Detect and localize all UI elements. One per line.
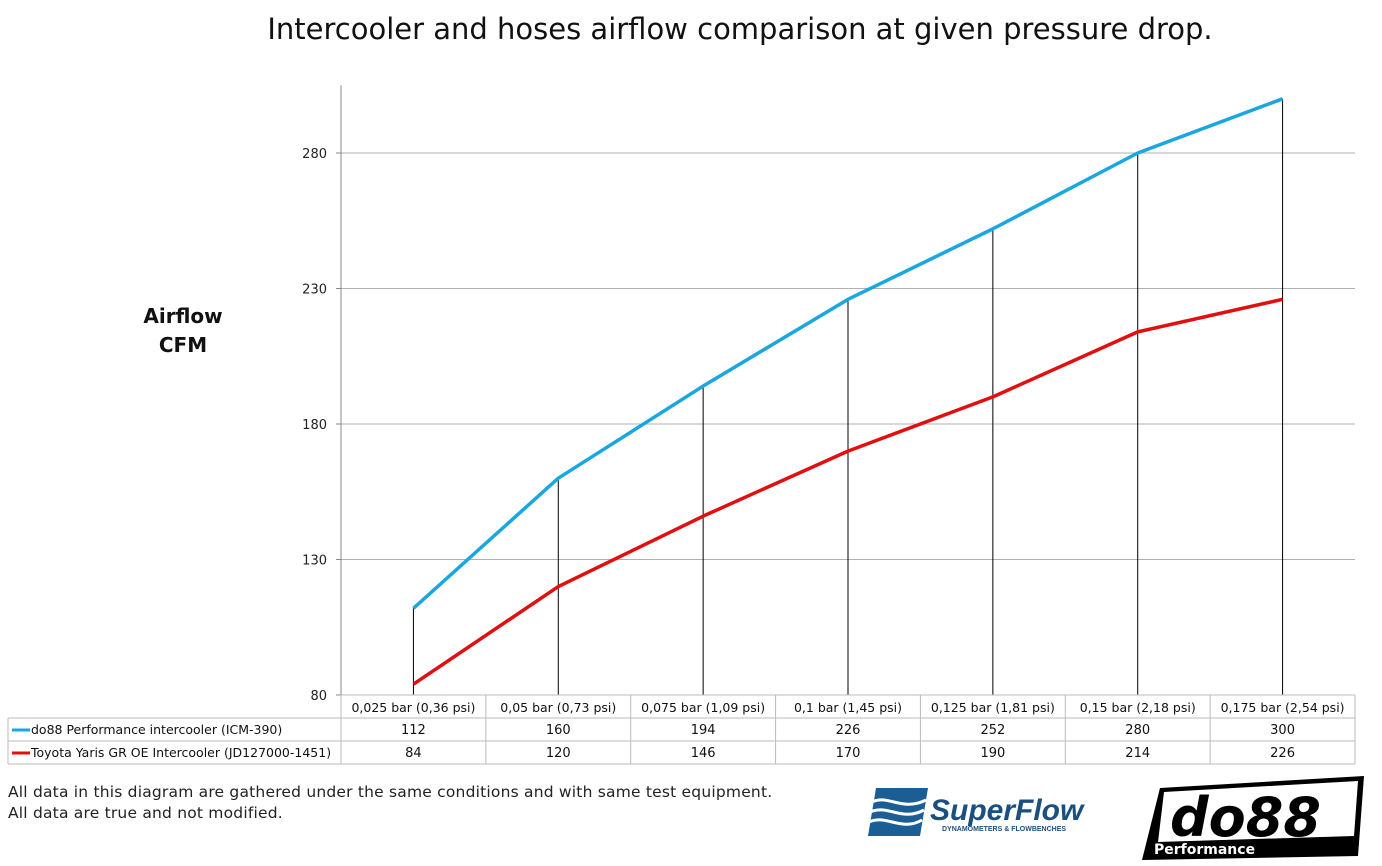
svg-text:Performance: Performance: [1154, 842, 1255, 858]
y-tick-label: 280: [302, 147, 327, 162]
data-label: 146: [691, 746, 716, 761]
y-tick-label: 180: [302, 418, 327, 433]
x-category-label: 0,175 bar (2,54 psi): [1221, 700, 1345, 715]
y-axis-label-line1: Airflow: [143, 304, 223, 328]
y-tick-label: 80: [310, 689, 327, 704]
data-label: 190: [980, 746, 1005, 761]
data-label: 280: [1125, 723, 1150, 738]
svg-text:SuperFlow: SuperFlow: [930, 794, 1085, 827]
data-label: 300: [1270, 723, 1295, 738]
x-category-label: 0,1 bar (1,45 psi): [794, 700, 902, 715]
y-tick-label: 130: [302, 554, 327, 569]
svg-text:do88: do88: [1170, 786, 1321, 849]
y-tick-label: 230: [302, 283, 327, 298]
legend-label-1: do88 Performance intercooler (ICM-390): [31, 722, 282, 737]
data-label: 112: [401, 723, 426, 738]
chart-title: Intercooler and hoses airflow comparison…: [267, 12, 1213, 46]
footer-note-2: All data are true and not modified.: [8, 804, 283, 822]
chart-svg: 80 130 180 230 280 0,025 bar (0,36 psi) 0,05 b…: [7, 85, 1356, 765]
x-category-label: 0,125 bar (1,81 psi): [931, 700, 1055, 715]
x-category-label: 0,05 bar (0,73 psi): [500, 700, 616, 715]
data-label: 226: [1270, 746, 1295, 761]
svg-text:DYNAMOMETERS & FLOWBENCHES: DYNAMOMETERS & FLOWBENCHES: [942, 826, 1066, 833]
do88-logo: do88 Performance: [1142, 776, 1364, 860]
footer-note-1: All data in this diagram are gathered un…: [8, 783, 773, 801]
legend-label-2: Toyota Yaris GR OE Intercooler (JD127000…: [30, 745, 331, 760]
data-label: 214: [1125, 746, 1150, 761]
superflow-logo: SuperFlow DYNAMOMETERS & FLOWBENCHES: [868, 788, 1085, 836]
x-category-label: 0,075 bar (1,09 psi): [641, 700, 765, 715]
data-label: 120: [546, 746, 571, 761]
data-label: 226: [836, 723, 861, 738]
data-label: 252: [980, 723, 1005, 738]
y-axis-label: Airflow CFM: [120, 302, 246, 360]
y-axis-label-line2: CFM: [158, 333, 208, 357]
data-label: 170: [836, 746, 861, 761]
data-label: 84: [405, 746, 422, 761]
x-category-label: 0,025 bar (0,36 psi): [351, 700, 475, 715]
data-label: 194: [691, 723, 716, 738]
x-category-label: 0,15 bar (2,18 psi): [1080, 700, 1196, 715]
data-label: 160: [546, 723, 571, 738]
